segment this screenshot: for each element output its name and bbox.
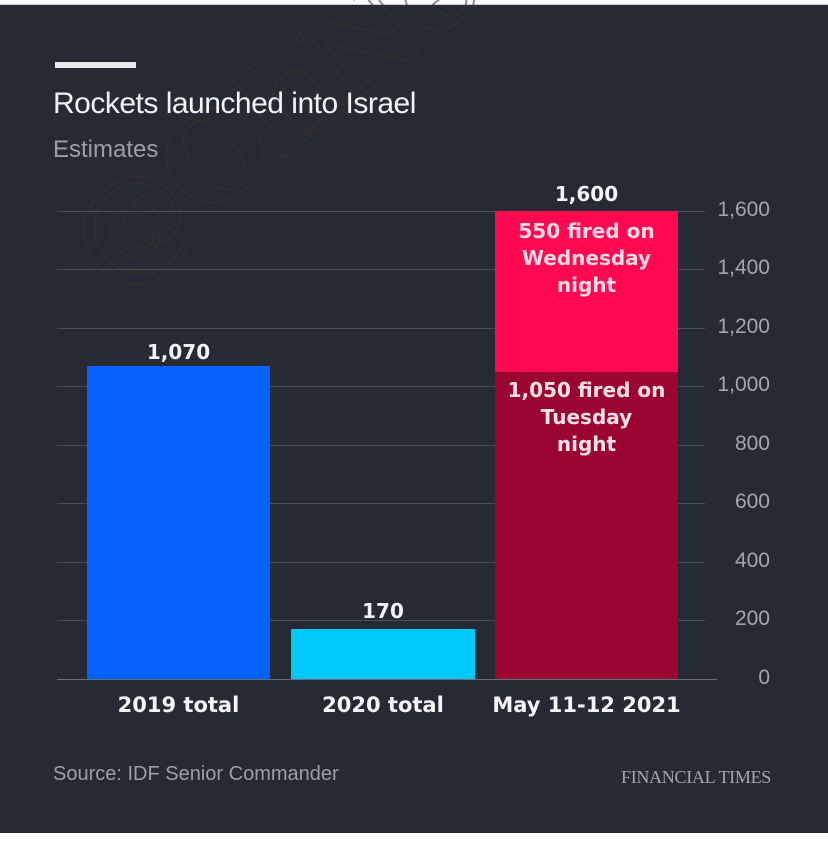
y-tick-label: 600	[734, 490, 770, 513]
publisher-logo: FINANCIAL TIMES	[620, 767, 771, 787]
wednesday-label-line2: Wednesday	[521, 246, 652, 270]
gridline-1400	[57, 269, 705, 270]
tuesday-segment-label: 1,050 fired on Tuesday night	[495, 377, 678, 458]
wednesday-label-line3: night	[556, 273, 617, 297]
x-category-label: 2020 total	[322, 693, 444, 717]
chart-subtitle: Estimates	[53, 136, 159, 163]
y-tick-label: 0	[758, 666, 770, 689]
tuesday-label-line2: Tuesday	[540, 405, 633, 429]
y-tick-label: 800	[734, 432, 770, 455]
x-category-label: May 11-12 2021	[492, 693, 681, 717]
gridline-600	[57, 503, 705, 504]
bar-2020-total	[291, 629, 475, 679]
gridline-0	[57, 679, 717, 680]
y-tick-label: 1,000	[717, 373, 770, 396]
y-tick-label: 1,600	[717, 198, 770, 221]
gridline-1600	[57, 211, 705, 212]
bar-2021-wednesday-segment	[495, 211, 678, 372]
y-tick-label: 1,400	[717, 256, 770, 279]
bar-value-label-2020: 170	[362, 599, 404, 623]
bar-value-label-2021: 1,600	[554, 182, 619, 206]
tuesday-label-line1: 1,050 fired on	[507, 378, 666, 402]
gridline-1200	[57, 328, 705, 329]
gridline-1000	[57, 386, 705, 387]
bar-2021-tuesday-segment	[495, 372, 678, 679]
gridline-800	[57, 445, 705, 446]
tuesday-label-line3: night	[556, 432, 617, 456]
y-tick-label: 200	[734, 607, 770, 630]
bar-2019-total	[87, 366, 270, 679]
chart-title: Rockets launched into Israel	[53, 87, 416, 120]
source-note: Source: IDF Senior Commander	[53, 763, 339, 785]
gridline-200	[57, 620, 705, 621]
y-tick-label: 1,200	[717, 315, 770, 338]
bar-value-label-2019: 1,070	[146, 340, 211, 364]
x-category-label: 2019 total	[117, 693, 240, 717]
title-accent-bar	[55, 62, 136, 68]
wednesday-label-line1: 550 fired on	[518, 219, 655, 243]
y-tick-label: 400	[734, 549, 770, 572]
wednesday-segment-label: 550 fired on Wednesday night	[495, 218, 678, 299]
gridline-400	[57, 562, 705, 563]
